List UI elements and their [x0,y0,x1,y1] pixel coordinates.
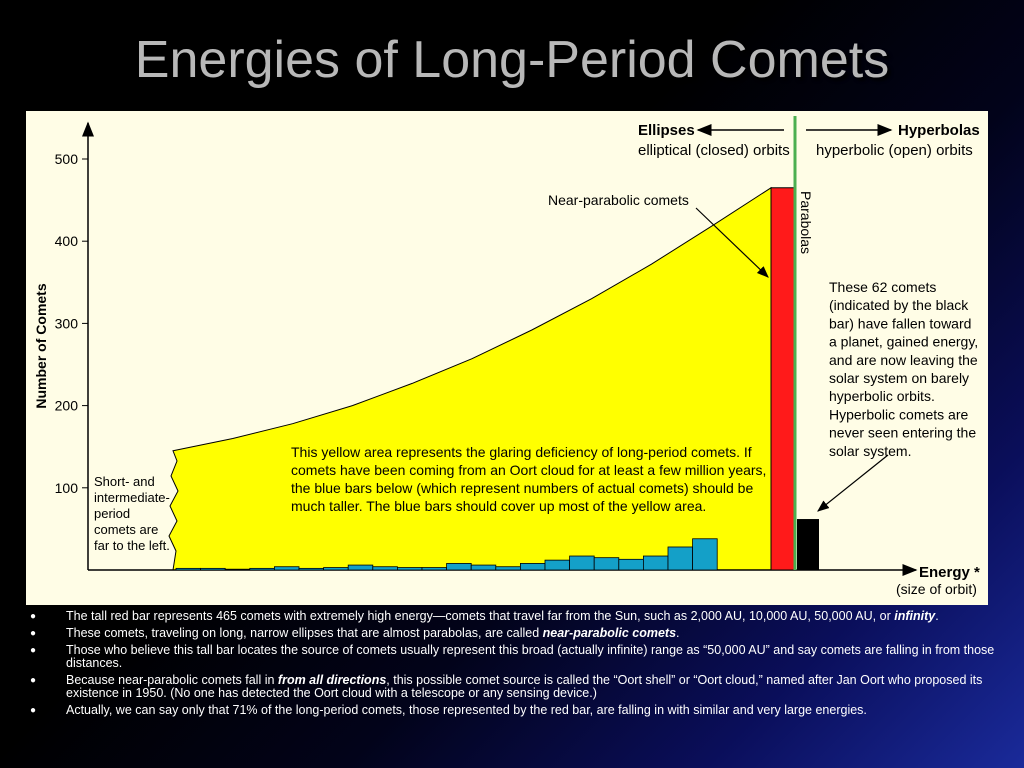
blue-bar [249,567,275,571]
comet-energy-chart: 100 200 300 400 500 Number of Comets Ellipses H… [26,111,988,605]
bullet-dot-icon: ● [30,645,37,656]
blue-bar [323,567,349,571]
short-period-note-line: comets are [94,522,158,537]
bullet-item: ● Because near-parabolic comets fall in f… [30,674,1000,700]
y-tick-label: 200 [55,398,79,414]
blue-bar [569,555,595,571]
blue-bar [273,566,300,571]
blue-bar [519,563,546,571]
bullet-text: , this possible comet source is called t… [66,673,983,700]
ellipses-label: Ellipses [638,122,695,139]
bullet-list: ● The tall red bar represents 465 comets … [30,610,1000,721]
blue-bar [618,558,644,571]
bullet-text: Those who believe this tall bar locates … [66,643,995,670]
blue-bar [593,557,620,571]
bullet-emphasis: near-parabolic comets [542,626,677,640]
black-bar-note-line: hyperbolic orbits. [829,388,935,404]
blue-bar [224,568,251,571]
y-tick-label: 100 [55,480,79,496]
bullet-text: The tall red bar represents 465 comets w… [66,609,895,623]
bullet-text: Because near-parabolic comets fall in [66,673,278,687]
black-bar [797,519,819,570]
blue-bar [372,566,398,571]
blue-bar [643,555,669,571]
blue-bar [692,538,718,571]
yellow-area-note-line: This yellow area represents the glaring … [291,444,752,460]
black-bar-note-line: (indicated by the black [829,297,969,313]
y-tick-label: 300 [55,315,79,331]
blue-bar [544,559,571,571]
bullet-dot-icon: ● [30,628,37,639]
chart-panel: 100 200 300 400 500 Number of Comets Ellipses H… [26,111,988,605]
bullet-item: ● These comets, traveling on long, narrow… [30,627,1000,640]
bullet-text: Actually, we can say only that 71% of th… [66,703,867,717]
hyperbolas-label: Hyperbolas [898,122,980,139]
blue-bar [347,564,374,571]
bullet-text: These comets, traveling on long, narrow … [66,626,543,640]
short-period-note-line: far to the left. [94,538,170,553]
near-parabolic-label: Near-parabolic comets [548,192,689,208]
bullet-item: ● The tall red bar represents 465 comets … [30,610,1000,623]
blue-bar [396,567,423,571]
x-axis-sublabel: (size of orbit) [896,581,977,597]
black-bar-note-line: These 62 comets [829,279,936,295]
yellow-area-note-line: much taller. The blue bars should cover … [291,498,706,514]
black-bar-note-line: Hyperbolic comets are [829,406,968,422]
short-period-note-line: intermediate- [94,490,170,505]
y-tick-label: 500 [55,151,79,167]
y-axis-label: Number of Comets [33,283,49,408]
blue-bar [421,567,448,571]
black-bar-note-line: solar system. [829,443,911,459]
short-period-note-line: period [94,506,130,521]
parabolas-label: Parabolas [798,191,814,254]
bullet-item: ● Actually, we can say only that 71% of t… [30,704,1000,717]
x-axis-label: Energy * [919,564,980,581]
ellipses-sublabel: elliptical (closed) orbits [638,142,790,159]
red-bar [770,187,796,571]
blue-bar [495,566,521,571]
blue-bar [200,567,226,571]
yellow-area-note-line: the blue bars below (which represent num… [291,480,753,496]
bullet-emphasis: infinity [894,609,936,623]
yellow-area-note-line: comets have been coming from an Oort clo… [291,462,766,478]
bullet-item: ● Those who believe this tall bar locates… [30,644,1000,670]
slide-title: Energies of Long-Period Comets [134,31,890,89]
bullet-text: . [676,626,680,640]
blue-bar [667,546,694,571]
blue-bar [470,564,497,571]
black-bar-note-line: and are now leaving the [829,352,978,368]
bullet-dot-icon: ● [30,675,37,686]
blue-bar [446,563,472,571]
blue-bar [175,567,202,571]
blue-bar [298,567,325,571]
y-tick-label: 400 [55,233,79,249]
black-bar-note-line: bar) have fallen toward [829,315,971,331]
near-parabolic-arrow [695,207,769,278]
short-period-note-line: Short- and [94,474,155,489]
bullet-emphasis: from all directions [277,673,387,687]
hyperbolas-sublabel: hyperbolic (open) orbits [816,142,973,159]
bullet-dot-icon: ● [30,705,37,716]
bullet-dot-icon: ● [30,611,37,622]
black-bar-note-line: solar system on barely [829,370,969,386]
black-bar-note-line: never seen entering the [829,425,976,441]
bullet-text: . [935,609,939,623]
black-bar-arrow [817,454,889,512]
black-bar-note-line: a planet, gained energy, [829,334,978,350]
